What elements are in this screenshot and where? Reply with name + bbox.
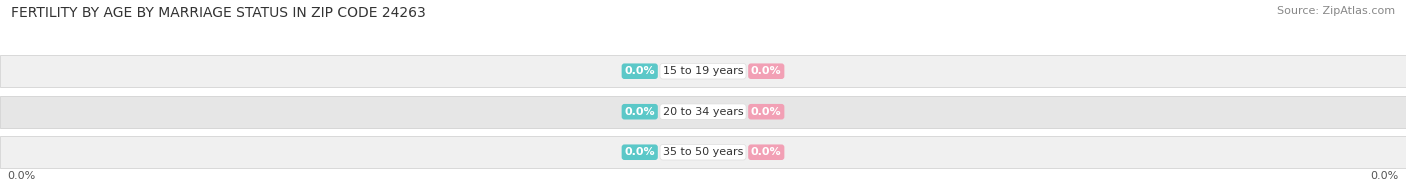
- Text: FERTILITY BY AGE BY MARRIAGE STATUS IN ZIP CODE 24263: FERTILITY BY AGE BY MARRIAGE STATUS IN Z…: [11, 6, 426, 20]
- Text: Source: ZipAtlas.com: Source: ZipAtlas.com: [1277, 6, 1395, 16]
- Text: 35 to 50 years: 35 to 50 years: [662, 147, 744, 157]
- Text: 0.0%: 0.0%: [1371, 171, 1399, 181]
- Text: 0.0%: 0.0%: [751, 147, 782, 157]
- Text: 0.0%: 0.0%: [751, 66, 782, 76]
- Bar: [0, 55, 1406, 87]
- Bar: [0, 96, 1406, 128]
- Bar: [0, 136, 1406, 168]
- Text: 0.0%: 0.0%: [624, 107, 655, 117]
- Text: 15 to 19 years: 15 to 19 years: [662, 66, 744, 76]
- Text: 20 to 34 years: 20 to 34 years: [662, 107, 744, 117]
- Text: 0.0%: 0.0%: [624, 66, 655, 76]
- Text: 0.0%: 0.0%: [624, 147, 655, 157]
- Text: 0.0%: 0.0%: [751, 107, 782, 117]
- Text: 0.0%: 0.0%: [7, 171, 35, 181]
